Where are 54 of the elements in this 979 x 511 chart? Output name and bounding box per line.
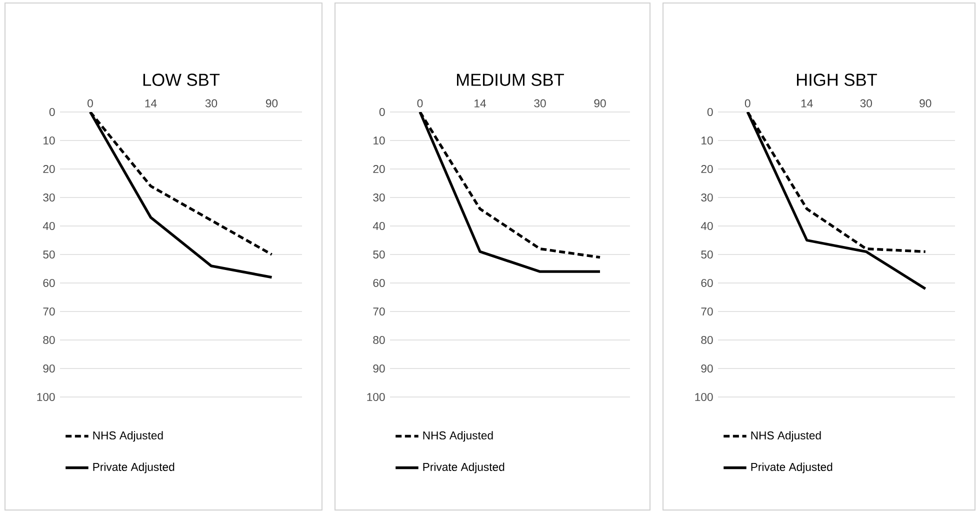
- chart-title: HIGH SBT: [796, 74, 878, 86]
- y-tick-label: 30: [701, 194, 713, 202]
- x-tick-label: 30: [534, 100, 546, 108]
- x-tick-label: 30: [205, 100, 218, 108]
- y-tick-label: 0: [707, 108, 713, 116]
- x-tick-label: 90: [266, 100, 278, 108]
- x-tick-label: 14: [474, 100, 486, 108]
- y-tick-label: 50: [701, 250, 713, 259]
- y-tick-label: 80: [701, 336, 713, 344]
- y-tick-label: 100: [695, 393, 713, 402]
- y-tick-label: 100: [37, 393, 55, 402]
- y-tick-label: 70: [43, 308, 55, 316]
- y-tick-label: 40: [700, 222, 713, 230]
- legend-label: NHS Adjusted: [423, 431, 493, 442]
- y-tick-label: 90: [701, 364, 713, 373]
- x-tick-label: 90: [594, 100, 606, 108]
- y-tick-label: 30: [43, 194, 55, 202]
- legend-label: NHS Adjusted: [751, 431, 821, 442]
- y-tick-label: 20: [701, 165, 713, 174]
- y-tick-label: 50: [373, 250, 385, 259]
- x-tick-label: 0: [417, 100, 423, 108]
- x-tick-label: 90: [920, 100, 932, 108]
- x-tick-label: 30: [860, 100, 872, 108]
- x-tick-label: 0: [88, 100, 93, 108]
- y-tick-label: 60: [43, 279, 55, 288]
- x-tick-label: 14: [145, 100, 157, 108]
- chart-title: LOW SBT: [143, 74, 220, 86]
- y-tick-label: 80: [373, 336, 385, 344]
- y-tick-label: 80: [43, 336, 55, 344]
- y-tick-label: 10: [44, 136, 55, 145]
- y-tick-label: 40: [372, 222, 385, 230]
- y-tick-label: 50: [43, 250, 55, 259]
- y-tick-label: 0: [379, 108, 385, 116]
- legend-label: Private Adjusted: [751, 462, 832, 474]
- y-tick-label: 10: [702, 136, 713, 145]
- y-tick-label: 60: [701, 279, 713, 288]
- y-tick-label: 20: [43, 165, 55, 174]
- legend-label: Private Adjusted: [423, 462, 504, 474]
- y-tick-label: 100: [367, 393, 385, 402]
- y-tick-label: 90: [373, 364, 385, 373]
- y-tick-label: 90: [43, 364, 55, 373]
- legend-label: NHS Adjusted: [93, 431, 163, 442]
- x-tick-label: 0: [744, 100, 750, 108]
- y-tick-label: 0: [49, 108, 55, 116]
- legend-label: Private Adjusted: [93, 462, 174, 474]
- y-tick-label: 70: [701, 308, 713, 316]
- y-tick-label: 20: [373, 165, 385, 174]
- y-tick-label: 10: [374, 136, 385, 145]
- y-tick-label: 40: [42, 222, 55, 230]
- y-tick-label: 30: [373, 194, 385, 202]
- y-tick-label: 60: [373, 279, 385, 288]
- y-tick-label: 70: [373, 308, 385, 316]
- chart-title: MEDIUM SBT: [457, 74, 564, 86]
- x-tick-label: 14: [801, 100, 813, 108]
